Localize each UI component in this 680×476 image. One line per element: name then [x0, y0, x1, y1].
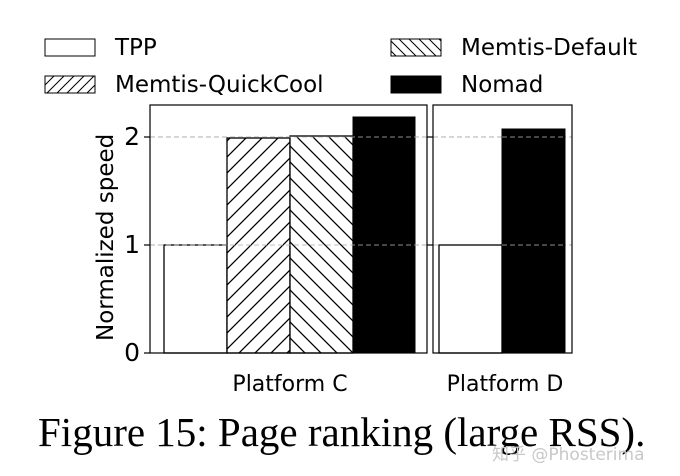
- xlabel-platform-c: Platform C: [232, 372, 348, 397]
- bar-tpp-platform-c: [163, 244, 228, 354]
- bar-nomad-platform-c: [352, 116, 416, 354]
- bar-nomad-platform-d: [501, 128, 566, 354]
- legend-label-nomad: Nomad: [461, 72, 544, 98]
- bar-tpp-platform-d: [438, 244, 503, 354]
- legend-swatch-memtis-default: [390, 38, 442, 57]
- legend-label-tpp: TPP: [115, 35, 157, 61]
- panel-platform-c: [144, 104, 428, 354]
- legend-swatch-tpp: [44, 38, 96, 57]
- legend-swatch-memtis-quickcool: [44, 75, 96, 94]
- legend-swatch-nomad: [390, 75, 442, 94]
- panel-platform-d: [427, 104, 573, 354]
- ytick-0: 0: [124, 338, 140, 367]
- watermark: 知乎 @Phosterima: [492, 445, 645, 465]
- figure-caption: Figure 15: Page ranking (large RSS).: [38, 409, 646, 455]
- legend-label-memtis-quickcool: Memtis-QuickCool: [115, 72, 324, 98]
- xlabel-platform-d: Platform D: [446, 372, 564, 397]
- legend-label-memtis-default: Memtis-Default: [461, 35, 638, 61]
- ytick-2: 2: [124, 122, 140, 151]
- ytick-1: 1: [124, 230, 140, 259]
- y-axis-label: Normalized speed: [93, 133, 119, 341]
